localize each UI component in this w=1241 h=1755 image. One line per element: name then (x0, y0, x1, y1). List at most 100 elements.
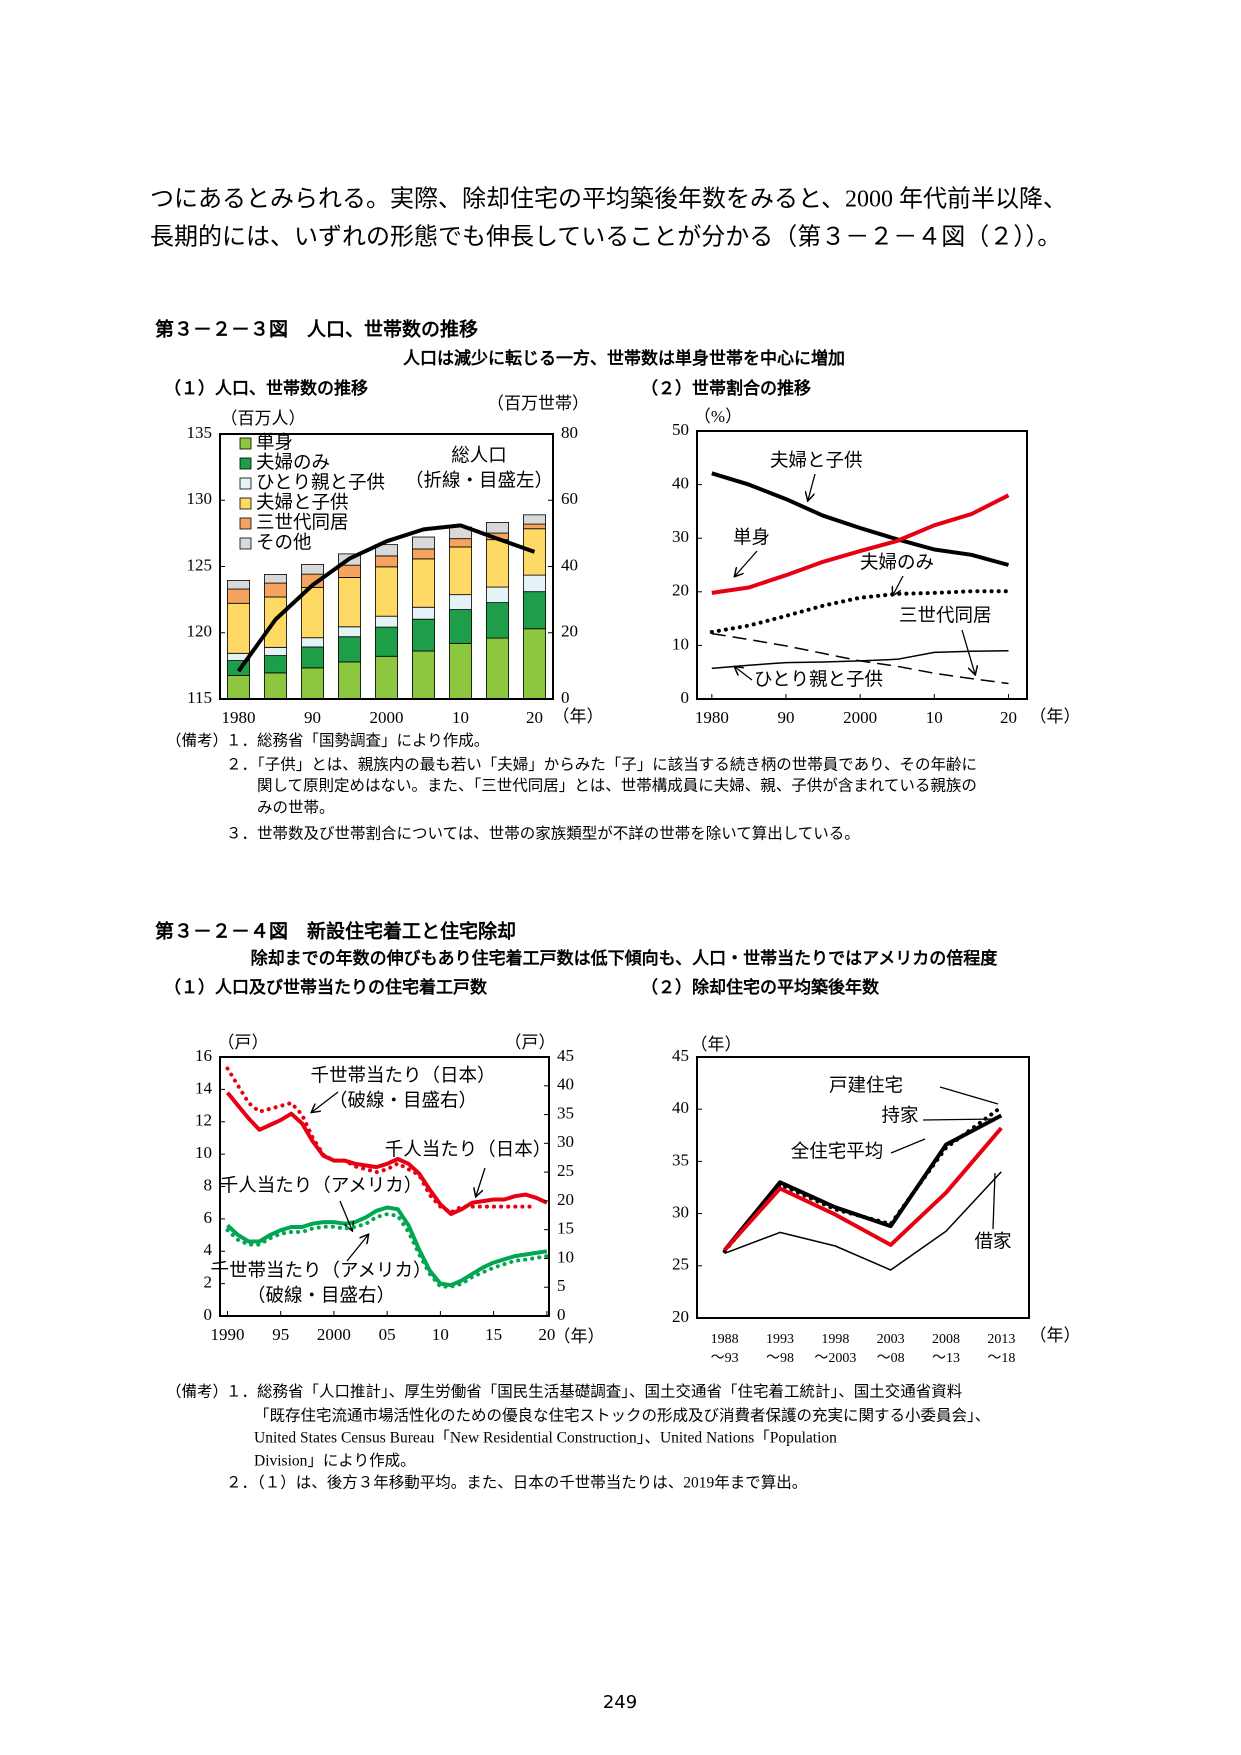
series-label: 千世帯当たり（アメリカ） (210, 1260, 431, 1281)
y-tick-label: 20 (672, 581, 689, 600)
legend-label: 三世代同居 (256, 512, 349, 533)
bar-segment (337, 577, 361, 628)
axis-label: （戸） (505, 1033, 556, 1052)
y-tick-label: 30 (672, 527, 689, 546)
y-tick-label: 130 (187, 489, 213, 508)
label-arrow (312, 1091, 339, 1112)
bar-segment (337, 564, 361, 578)
bar-segment (263, 574, 287, 584)
bar-segment (374, 544, 398, 557)
legend-swatch (239, 477, 252, 490)
bar-segment (374, 555, 398, 568)
y-tick-label: 6 (204, 1208, 213, 1227)
x-tick-label: 10 (926, 708, 943, 727)
bar-segment (485, 637, 509, 700)
y-tick-label: 12 (195, 1111, 212, 1130)
annotation: （破線・目盛右） (329, 1090, 477, 1111)
note: 関して原則定めはない。また、「三世代同居」とは、世帯構成員に夫婦、親、子供が含ま… (257, 777, 977, 795)
x-tick-label: 2008 (932, 1332, 960, 1347)
leader-line (939, 1086, 999, 1105)
series-label: 単身 (733, 527, 770, 548)
panel-title: （２）除却住宅の平均築後年数 (641, 977, 880, 998)
axis-label: （%） (694, 407, 742, 426)
x-tick-label: 1993 (766, 1332, 794, 1347)
note: ３．世帯数及び世帯割合については、世帯の家族類型が不詳の世帯を除いて算出している… (226, 824, 860, 843)
bar-segment (263, 582, 287, 598)
bar-segment (374, 626, 398, 657)
x-tick-label: 2000 (370, 708, 404, 727)
series-label: 持家 (881, 1105, 918, 1126)
label-arrow (808, 473, 816, 500)
bar-segment (226, 588, 250, 604)
x-tick-label: 1980 (695, 708, 729, 727)
series-line (711, 493, 1010, 595)
bar-segment (485, 539, 509, 588)
legend-swatch (239, 457, 252, 470)
y-tick-label: 120 (187, 622, 213, 641)
bar-segment (523, 574, 547, 593)
x-tick-label: 05 (379, 1325, 396, 1344)
label-arrow (346, 1235, 368, 1262)
bar-segment (448, 642, 472, 700)
series-line (711, 650, 1009, 670)
x-tick-label: 95 (272, 1325, 289, 1344)
bar-segment (411, 536, 435, 550)
label-arrow (893, 575, 904, 595)
panel-title: （２）世帯割合の推移 (641, 378, 811, 399)
bar-segment (448, 594, 472, 610)
series-line (723, 1126, 1003, 1252)
bar-segment (485, 586, 509, 604)
bar-segment (226, 675, 250, 700)
x-tick-label: 1990 (210, 1325, 244, 1344)
panel-title: （１）人口及び世帯当たりの住宅着工戸数 (164, 977, 488, 998)
y2-tick-label: 0 (557, 1305, 566, 1324)
axis-label: （年） (691, 1035, 742, 1054)
label-arrow (476, 1167, 486, 1196)
bar-segment (300, 564, 324, 575)
note: １．総務省「国勢調査」により作成。 (226, 732, 489, 750)
y-tick-label: 0 (681, 688, 690, 707)
x-tick-label: 1988 (711, 1332, 739, 1347)
note: Division」により作成。 (254, 1452, 416, 1470)
y-tick-label: 45 (672, 1046, 689, 1065)
y-tick-label: 20 (672, 1307, 689, 1326)
label-arrow (735, 667, 753, 681)
bar-segment (448, 609, 472, 644)
bar-segment (448, 546, 472, 596)
note: ２．「子供」とは、親族内の最も若い「夫婦」からみた「子」に該当する続き柄の世帯員… (226, 756, 977, 774)
series-line (225, 1066, 539, 1215)
bar-segment (226, 580, 250, 590)
x-tick-label: 20 (1000, 708, 1017, 727)
note: １．総務省「人口推計」、厚生労働省「国民生活基礎調査」、国土交通省「住宅着工統計… (226, 1383, 962, 1401)
series-label: 戸建住宅 (829, 1075, 903, 1096)
bar-segment (411, 606, 435, 620)
y2-tick-label: 10 (557, 1247, 574, 1266)
bar-segment (523, 514, 547, 525)
figure-title: 第３－２－４図 新設住宅着工と住宅除却 (155, 920, 516, 943)
bar-segment (337, 661, 361, 700)
y2-tick-label: 35 (557, 1103, 574, 1122)
label-arrow (339, 1200, 352, 1230)
y2-tick-label: 5 (557, 1276, 566, 1295)
x-tick-label: ～2003 (814, 1351, 856, 1366)
bar-segment (374, 655, 398, 700)
series-line (225, 1212, 549, 1289)
series-line (236, 523, 536, 673)
bar-segment (226, 602, 250, 654)
series-label: 夫婦のみ (860, 552, 934, 573)
series-line (723, 1113, 1003, 1252)
axis-label: （年） (1030, 1326, 1081, 1345)
series-label: 三世代同居 (899, 605, 992, 626)
bar-segment (448, 538, 472, 548)
series-line (225, 1091, 548, 1216)
y2-tick-label: 80 (561, 423, 578, 442)
bar-segment (337, 636, 361, 663)
series-line (724, 1171, 1002, 1271)
legend-label: 夫婦と子供 (256, 492, 349, 513)
label-arrow (735, 550, 758, 576)
series-line (709, 589, 1011, 634)
x-tick-label: 2000 (317, 1325, 351, 1344)
legend-swatch (239, 517, 252, 530)
